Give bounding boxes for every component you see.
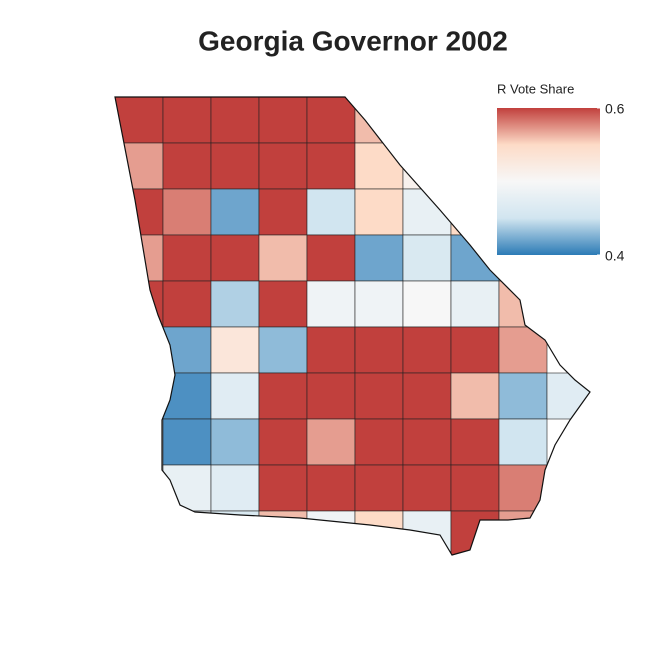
region xyxy=(306,418,356,466)
region xyxy=(115,280,164,328)
region xyxy=(210,464,260,512)
region xyxy=(306,97,356,144)
region xyxy=(354,97,404,144)
region xyxy=(306,510,356,555)
region xyxy=(258,418,308,466)
region xyxy=(450,188,500,236)
region xyxy=(450,326,500,374)
region xyxy=(258,142,308,190)
region xyxy=(162,464,212,512)
region xyxy=(162,97,212,144)
region xyxy=(162,280,212,328)
region xyxy=(402,510,452,555)
region xyxy=(258,464,308,512)
region xyxy=(306,372,356,420)
region xyxy=(258,234,308,282)
region xyxy=(306,142,356,190)
region xyxy=(498,372,548,420)
region xyxy=(402,234,452,282)
region xyxy=(306,464,356,512)
region xyxy=(258,97,308,144)
region xyxy=(402,418,452,466)
region xyxy=(210,97,260,144)
state-outline xyxy=(114,96,591,556)
region xyxy=(354,188,404,236)
region xyxy=(306,188,356,236)
legend-title: R Vote Share xyxy=(497,81,574,96)
region xyxy=(354,326,404,374)
region xyxy=(210,188,260,236)
region xyxy=(306,280,356,328)
region xyxy=(354,234,404,282)
region xyxy=(402,326,452,374)
region xyxy=(210,234,260,282)
colorbar-tick-label: 0.6 xyxy=(605,101,625,117)
region xyxy=(306,326,356,374)
region xyxy=(115,188,164,236)
region xyxy=(210,326,260,374)
region xyxy=(354,142,404,190)
region xyxy=(162,510,212,555)
region xyxy=(450,372,500,420)
region xyxy=(210,510,260,555)
region xyxy=(210,142,260,190)
region xyxy=(162,326,212,374)
region xyxy=(402,372,452,420)
region xyxy=(162,234,212,282)
region xyxy=(354,372,404,420)
region xyxy=(498,464,548,512)
region xyxy=(162,142,212,190)
region xyxy=(258,326,308,374)
region xyxy=(402,280,452,328)
region xyxy=(354,510,404,555)
region xyxy=(210,372,260,420)
region xyxy=(450,418,500,466)
region xyxy=(450,234,500,282)
region xyxy=(402,142,452,190)
region xyxy=(115,142,164,190)
region xyxy=(450,464,500,512)
region xyxy=(115,234,164,282)
region xyxy=(498,280,548,328)
region xyxy=(258,372,308,420)
region xyxy=(162,418,212,466)
region xyxy=(498,326,548,374)
colorbar xyxy=(497,108,600,255)
region xyxy=(450,280,500,328)
region xyxy=(402,464,452,512)
region xyxy=(306,234,356,282)
region xyxy=(258,188,308,236)
colorbar-tick-label: 0.4 xyxy=(605,248,625,264)
region xyxy=(162,188,212,236)
chart-title: Georgia Governor 2002 xyxy=(198,25,508,56)
region xyxy=(354,464,404,512)
region xyxy=(498,418,548,466)
region xyxy=(354,280,404,328)
region xyxy=(498,510,548,555)
region xyxy=(354,418,404,466)
region xyxy=(210,418,260,466)
region xyxy=(210,280,260,328)
region xyxy=(258,280,308,328)
